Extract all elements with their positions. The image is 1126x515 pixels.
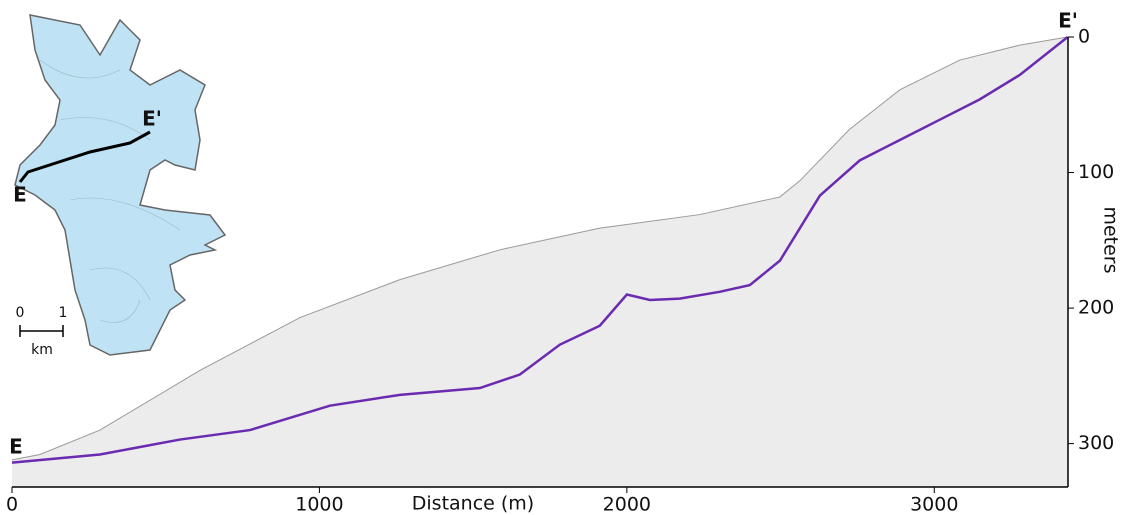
glacier-outline (14, 14, 227, 356)
endpoint-label: E (9, 435, 23, 459)
y-tick-label: 0 (1078, 26, 1090, 48)
contours (39, 59, 181, 323)
end-label: E' (142, 107, 162, 131)
surface-line (11, 36, 1068, 461)
x-tick-label: 0 (6, 494, 18, 515)
scale-label: 1 (59, 305, 68, 321)
y-tick-label: 200 (1078, 297, 1114, 319)
y-tick-label: 100 (1078, 161, 1114, 183)
bed-line (11, 36, 1069, 464)
x-axis-label: Distance (m) (412, 493, 534, 515)
endpoint-label: E' (1058, 9, 1078, 33)
radargram-area (12, 37, 1068, 487)
x-tick-label: 1000 (295, 494, 343, 515)
start-label: E (13, 183, 27, 207)
profile-line (18, 130, 151, 183)
x-tick-label: 3000 (910, 494, 958, 515)
inset-map: E E' 0 1 km (13, 14, 227, 358)
scale-label: 0 (16, 305, 25, 321)
y-tick-label: 300 (1078, 432, 1114, 454)
scale-unit: km (31, 342, 53, 358)
x-tick-label: 2000 (603, 494, 651, 515)
y-axis-label: meters (1100, 206, 1122, 273)
